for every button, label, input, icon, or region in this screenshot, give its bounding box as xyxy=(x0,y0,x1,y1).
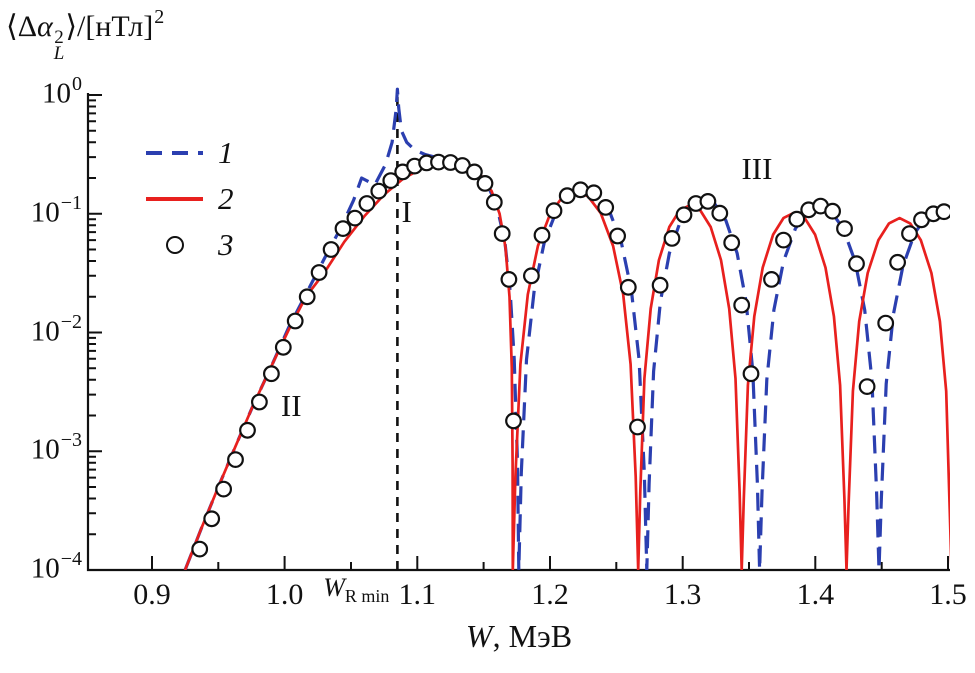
data-point-circle xyxy=(877,314,895,332)
data-point-circle xyxy=(191,540,209,558)
data-point-circle xyxy=(935,203,950,221)
y-axis-title-open: ⟨Δ xyxy=(6,10,37,43)
legend-circle-icon xyxy=(165,236,184,254)
data-point-circle xyxy=(322,241,340,258)
y-axis-title-alpha: α xyxy=(37,10,53,43)
data-point-circle xyxy=(699,192,717,210)
region-label-II: II xyxy=(280,388,302,424)
data-point-circle xyxy=(775,231,792,249)
data-point-circle xyxy=(836,220,853,238)
x-tick-label: 1.5 xyxy=(929,578,967,611)
y-tick-label: 10−2 xyxy=(30,310,82,348)
data-point-circle xyxy=(651,276,669,294)
data-point-circle xyxy=(523,267,540,285)
x-tick-label: 1.3 xyxy=(663,578,702,611)
data-point-circle xyxy=(250,393,268,411)
x-axis-title: W, МэВ xyxy=(465,618,573,654)
y-axis-title-close: ⟩/[нТл] xyxy=(65,10,154,43)
data-point-circle xyxy=(848,255,865,273)
data-point-circle xyxy=(370,182,388,200)
data-point-circle xyxy=(505,412,522,430)
data-point-circle xyxy=(609,227,626,245)
data-point-circle xyxy=(358,195,376,212)
data-point-circle xyxy=(298,288,316,306)
data-point-circle xyxy=(742,365,760,383)
data-point-circle xyxy=(310,264,328,281)
data-point-circle xyxy=(215,480,233,498)
data-point-circle xyxy=(619,278,637,296)
data-point-circle xyxy=(597,198,615,216)
legend-label-1: 1 xyxy=(218,135,234,170)
data-point-circle xyxy=(263,365,280,383)
legend-solid-line-icon xyxy=(146,197,203,201)
data-point-circle xyxy=(901,225,918,243)
data-point-circle xyxy=(466,163,483,181)
y-tick-label: 10−3 xyxy=(30,429,82,466)
data-point-circle xyxy=(675,206,693,224)
data-point-circle xyxy=(274,338,292,356)
x-tick-label: 1.1 xyxy=(398,578,437,611)
data-point-circle xyxy=(733,296,751,314)
data-point-circle xyxy=(533,226,551,244)
data-point-circle xyxy=(346,209,364,227)
plot-area xyxy=(183,87,950,570)
x-tick-label: 1.2 xyxy=(531,578,569,611)
legend-dashed-line-icon xyxy=(146,151,203,155)
y-tick-label: 10−1 xyxy=(30,191,82,229)
legend: 1 2 3 xyxy=(146,130,234,268)
legend-label-2: 2 xyxy=(218,181,234,216)
data-point-circle xyxy=(663,229,681,247)
data-point-circle xyxy=(227,451,244,469)
data-point-circle xyxy=(889,253,906,271)
legend-item-2: 2 xyxy=(146,176,234,222)
data-point-circle xyxy=(585,184,603,202)
legend-label-3: 3 xyxy=(218,227,234,262)
data-point-circle xyxy=(572,181,589,199)
data-point-circle xyxy=(485,193,503,211)
data-point-circle xyxy=(763,271,780,288)
data-point-circle xyxy=(545,202,563,220)
data-point-circle xyxy=(493,225,511,243)
legend-item-1: 1 xyxy=(146,130,234,176)
region-label-I: I xyxy=(401,193,412,229)
legend-circle-icon-wrap xyxy=(146,235,203,255)
data-point-circle xyxy=(711,204,729,222)
x-tick-label: 1.4 xyxy=(796,578,835,611)
data-point-circle xyxy=(723,234,741,252)
data-point-circle xyxy=(629,418,646,436)
data-point-circle xyxy=(500,271,518,288)
series-3-circles xyxy=(191,153,950,558)
region-label-III: III xyxy=(741,150,773,186)
axis-ticks xyxy=(88,94,949,571)
data-point-circle xyxy=(824,202,841,220)
x-tick-label: 0.9 xyxy=(133,578,171,611)
data-point-circle xyxy=(334,220,352,238)
data-point-circle xyxy=(858,378,876,396)
data-point-circle xyxy=(382,172,400,190)
y-tick-label: 10−4 xyxy=(30,548,82,585)
series-2-solid-curve xyxy=(183,161,950,570)
data-point-circle xyxy=(286,312,304,330)
legend-item-3: 3 xyxy=(146,222,234,268)
data-point-circle xyxy=(239,421,256,439)
resonance-threshold-label: WR min xyxy=(323,573,390,607)
data-point-circle xyxy=(788,210,806,228)
y-tick-label: 100 xyxy=(42,73,82,110)
x-tick-label: 1.0 xyxy=(265,578,304,611)
data-point-circle xyxy=(558,187,576,205)
data-point-circle xyxy=(203,510,221,528)
y-axis-title: ⟨Δα 2 L ⟩/[нТл]2 xyxy=(6,6,165,64)
data-point-circle xyxy=(476,174,494,192)
